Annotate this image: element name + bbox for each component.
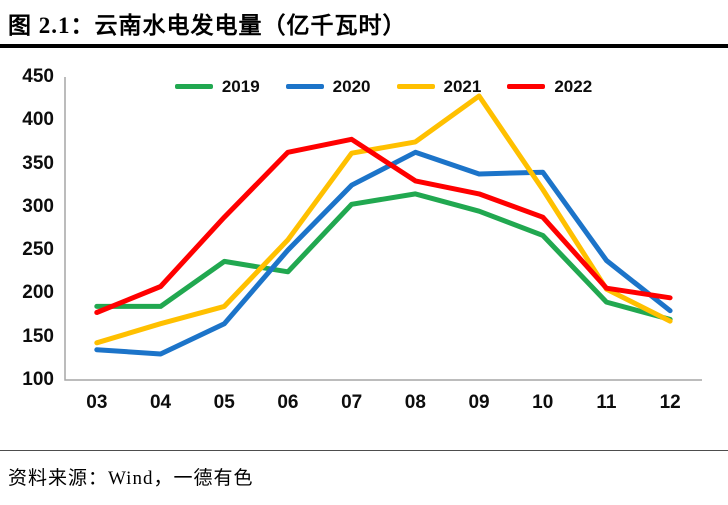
- x-tick-label: 12: [659, 392, 681, 413]
- y-tick-label: 200: [22, 282, 54, 304]
- legend-item-2020: 2020: [285, 76, 371, 96]
- source-note: 资料来源：Wind，一德有色: [8, 468, 254, 489]
- series-line-2020: [94, 149, 673, 357]
- y-tick-label: 350: [22, 152, 54, 174]
- y-tick-label: 300: [22, 195, 54, 217]
- x-tick-label: 09: [468, 392, 490, 413]
- legend-swatch-icon: [285, 83, 324, 89]
- x-tick-label: 11: [596, 392, 617, 413]
- series-line-2021: [94, 93, 673, 346]
- y-tick-label: 250: [22, 239, 54, 261]
- legend-item-2021: 2021: [396, 76, 482, 96]
- legend-swatch-icon: [507, 83, 546, 89]
- x-tick-label: 05: [213, 392, 235, 413]
- x-tick-label: 06: [277, 392, 299, 413]
- legend-label: 2020: [332, 76, 371, 96]
- legend-label: 2019: [221, 76, 260, 96]
- x-tick-label: 10: [532, 392, 554, 413]
- chart-title: 图 2.1：云南水电发电量（亿千瓦时）: [8, 13, 407, 38]
- x-tick-label: 08: [404, 392, 426, 413]
- y-tick-label: 400: [22, 109, 54, 131]
- legend-swatch-icon: [174, 83, 213, 89]
- x-tick-label: 07: [341, 392, 363, 413]
- title-divider: [0, 44, 728, 48]
- legend-item-2019: 2019: [174, 76, 260, 96]
- legend-item-2022: 2022: [507, 78, 592, 95]
- footer-divider: [0, 450, 728, 451]
- chart-legend: 2019 2020 2021 2022: [65, 74, 702, 98]
- legend-label: 2022: [554, 76, 593, 96]
- series-line-2022: [94, 136, 673, 315]
- x-tick-label: 03: [86, 392, 108, 413]
- x-tick-label: 04: [149, 392, 172, 413]
- y-tick-label: 100: [22, 369, 54, 390]
- axis-lines: [64, 77, 702, 381]
- y-tick-label: 150: [22, 325, 54, 347]
- legend-swatch-icon: [396, 83, 435, 89]
- series-line-2019: [94, 191, 673, 322]
- y-tick-label: 450: [22, 66, 54, 87]
- legend-label: 2021: [443, 76, 482, 96]
